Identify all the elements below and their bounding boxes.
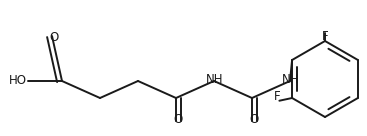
Text: O: O: [249, 113, 258, 126]
Text: F: F: [322, 30, 328, 43]
Text: NH: NH: [282, 73, 300, 86]
Text: HO: HO: [9, 75, 27, 87]
Text: O: O: [173, 113, 182, 126]
Text: F: F: [274, 90, 281, 103]
Text: O: O: [49, 31, 58, 44]
Text: NH: NH: [206, 73, 224, 86]
